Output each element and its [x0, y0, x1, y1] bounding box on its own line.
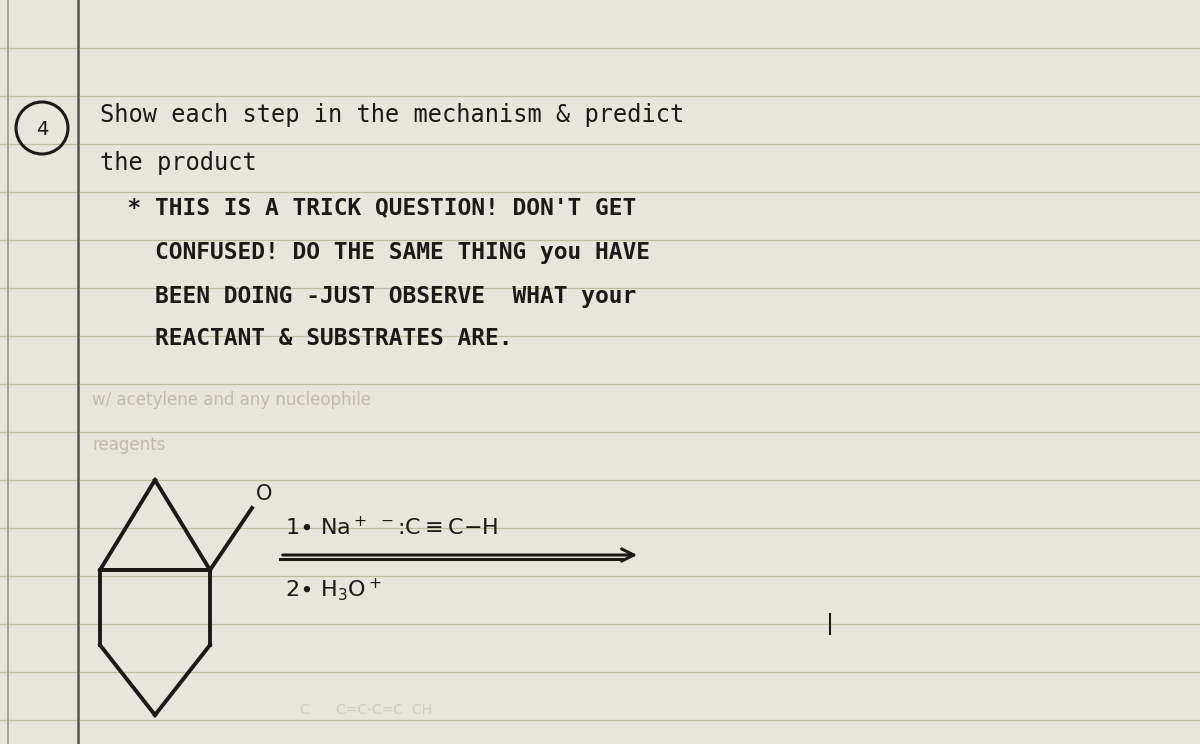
Text: * THIS IS A TRICK QUESTION! DON'T GET: * THIS IS A TRICK QUESTION! DON'T GET [100, 196, 636, 219]
Text: w/ acetylene and any nucleophile: w/ acetylene and any nucleophile [92, 391, 371, 409]
Text: REACTANT & SUBSTRATES ARE.: REACTANT & SUBSTRATES ARE. [100, 327, 512, 350]
Text: CONFUSED! DO THE SAME THING you HAVE: CONFUSED! DO THE SAME THING you HAVE [100, 240, 650, 263]
Text: Show each step in the mechanism & predict: Show each step in the mechanism & predic… [100, 103, 684, 127]
Text: 1$\bullet$ Na$^+$ $^-$:C$\equiv$C$-$H: 1$\bullet$ Na$^+$ $^-$:C$\equiv$C$-$H [286, 516, 498, 539]
Text: reagents: reagents [92, 436, 166, 454]
Text: C      C=C-C=C  CH: C C=C-C=C CH [300, 703, 432, 717]
Text: 2$\bullet$ H$_3$O$^+$: 2$\bullet$ H$_3$O$^+$ [286, 577, 382, 603]
Text: O: O [256, 484, 272, 504]
Text: 4: 4 [36, 120, 48, 138]
Text: the product: the product [100, 151, 257, 175]
Text: BEEN DOING -JUST OBSERVE  WHAT your: BEEN DOING -JUST OBSERVE WHAT your [100, 284, 636, 307]
